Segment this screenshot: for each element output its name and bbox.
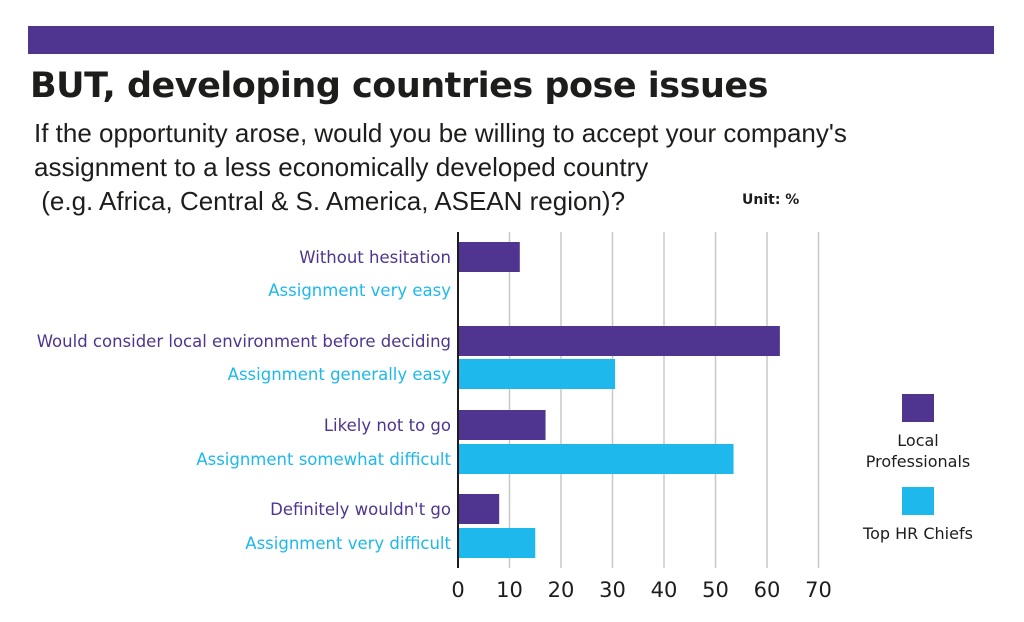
x-tick-label: 40	[651, 578, 678, 602]
category-label: Without hesitation	[299, 248, 451, 267]
x-tick-label: 60	[754, 578, 781, 602]
category-label: Assignment generally easy	[228, 365, 452, 384]
subtitle-line-1: If the opportunity arose, would you be w…	[34, 118, 847, 148]
x-tick-label: 20	[548, 578, 575, 602]
bar	[459, 444, 734, 474]
bar	[459, 359, 616, 389]
category-label: Would consider local environment before …	[37, 332, 451, 351]
legend-swatch-local	[902, 394, 934, 422]
bar	[459, 494, 500, 524]
category-label: Likely not to go	[324, 416, 451, 435]
chart-subtitle: If the opportunity arose, would you be w…	[34, 116, 847, 218]
legend-label-hr-1: Top HR Chiefs	[863, 524, 973, 543]
category-label: Assignment somewhat difficult	[196, 450, 451, 469]
x-tick-label: 10	[496, 578, 523, 602]
category-label: Assignment very difficult	[245, 534, 451, 553]
bar	[459, 528, 536, 558]
chart-title: BUT, developing countries pose issues	[30, 66, 768, 106]
legend-hr: Top HR Chiefs	[843, 487, 993, 544]
x-tick-label: 50	[702, 578, 729, 602]
legend-label-local-2: Professionals	[865, 452, 971, 471]
subtitle-line-2: assignment to a less economically develo…	[34, 152, 649, 182]
category-label: Definitely wouldn't go	[270, 500, 451, 519]
x-tick-label: 0	[451, 578, 464, 602]
category-label: Assignment very easy	[268, 281, 451, 300]
top-banner	[28, 26, 994, 54]
subtitle-line-3: (e.g. Africa, Central & S. America, ASEA…	[34, 186, 626, 216]
x-tick-label: 70	[805, 578, 832, 602]
x-tick-label: 30	[599, 578, 626, 602]
bar	[459, 242, 520, 272]
bar	[459, 410, 546, 440]
bar	[459, 326, 780, 356]
legend-local: Local Professionals	[843, 394, 993, 472]
legend-label-local-1: Local	[897, 431, 939, 450]
legend-swatch-hr	[902, 487, 934, 515]
unit-label: Unit: %	[742, 192, 800, 208]
